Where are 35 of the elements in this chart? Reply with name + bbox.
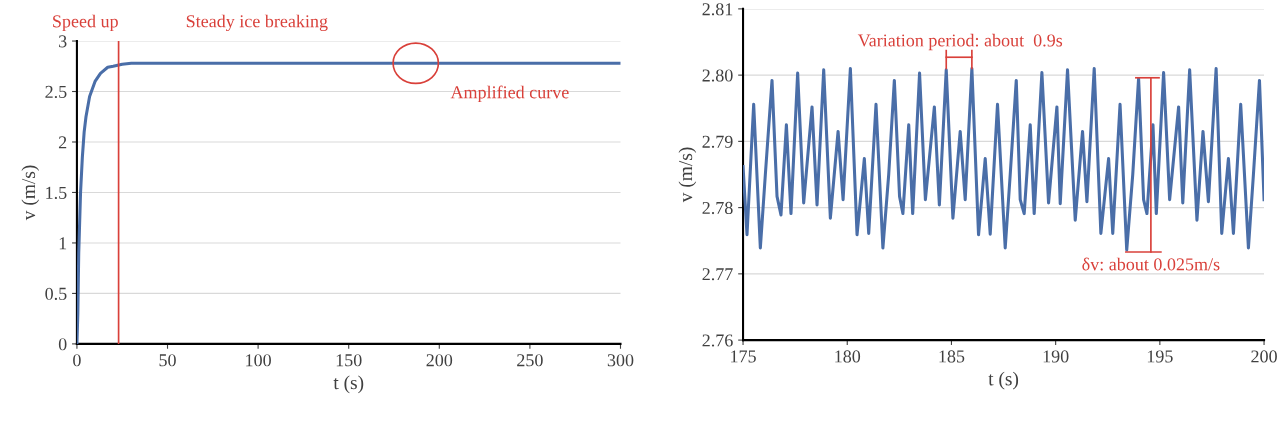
text: Steady ice breaking [186,14,328,32]
x-tick-label: 185 [939,350,965,363]
x-tick-label: 300 [607,354,634,367]
y-tick-label: 2.5 [45,85,67,99]
x-tick-label: 250 [517,354,543,367]
y-tick-label: 2 [58,136,67,149]
y-tick-label: 0 [58,338,67,351]
x-axis-title: t (s) [333,375,364,394]
x-tick-label: 200 [426,354,453,367]
annotation: Variation period: about 0.9s [857,33,1063,51]
ref-line-label: Speed up [53,14,118,32]
x-tick-label: 50 [159,354,176,367]
x-tick-label: 190 [1043,350,1069,363]
x-axis-title: t (s) [988,371,1019,390]
y-tick-label: 2.78 [702,201,733,215]
x-tick-label: 175 [731,350,756,363]
x-tick-label: 180 [835,350,861,363]
y-tick-label: 1 [59,237,67,250]
x-tick-label: 0 [73,354,81,367]
x-tick-label: 195 [1147,350,1173,363]
y-tick-label: 2.79 [702,135,733,148]
y-tick-label: 0.5 [45,287,67,300]
y-tick-label: 1.5 [46,186,67,199]
y-tick-label: 2.76 [702,334,733,347]
x-tick-label: 100 [246,354,271,367]
y-tick-label: 2.81 [702,3,733,16]
y-axis-title: v (m/s) [678,147,697,203]
x-tick-label: 150 [336,354,362,367]
y-tick-label: 2.77 [702,268,733,281]
annotation: Amplified curve [450,85,569,103]
annotation: δv: about 0.025m/s [1082,257,1220,271]
y-tick-label: 3 [59,35,67,48]
x-tick-label: 200 [1251,350,1277,363]
y-axis-title: v (m/s) [21,165,40,221]
y-tick-label: 2.80 [702,69,733,82]
